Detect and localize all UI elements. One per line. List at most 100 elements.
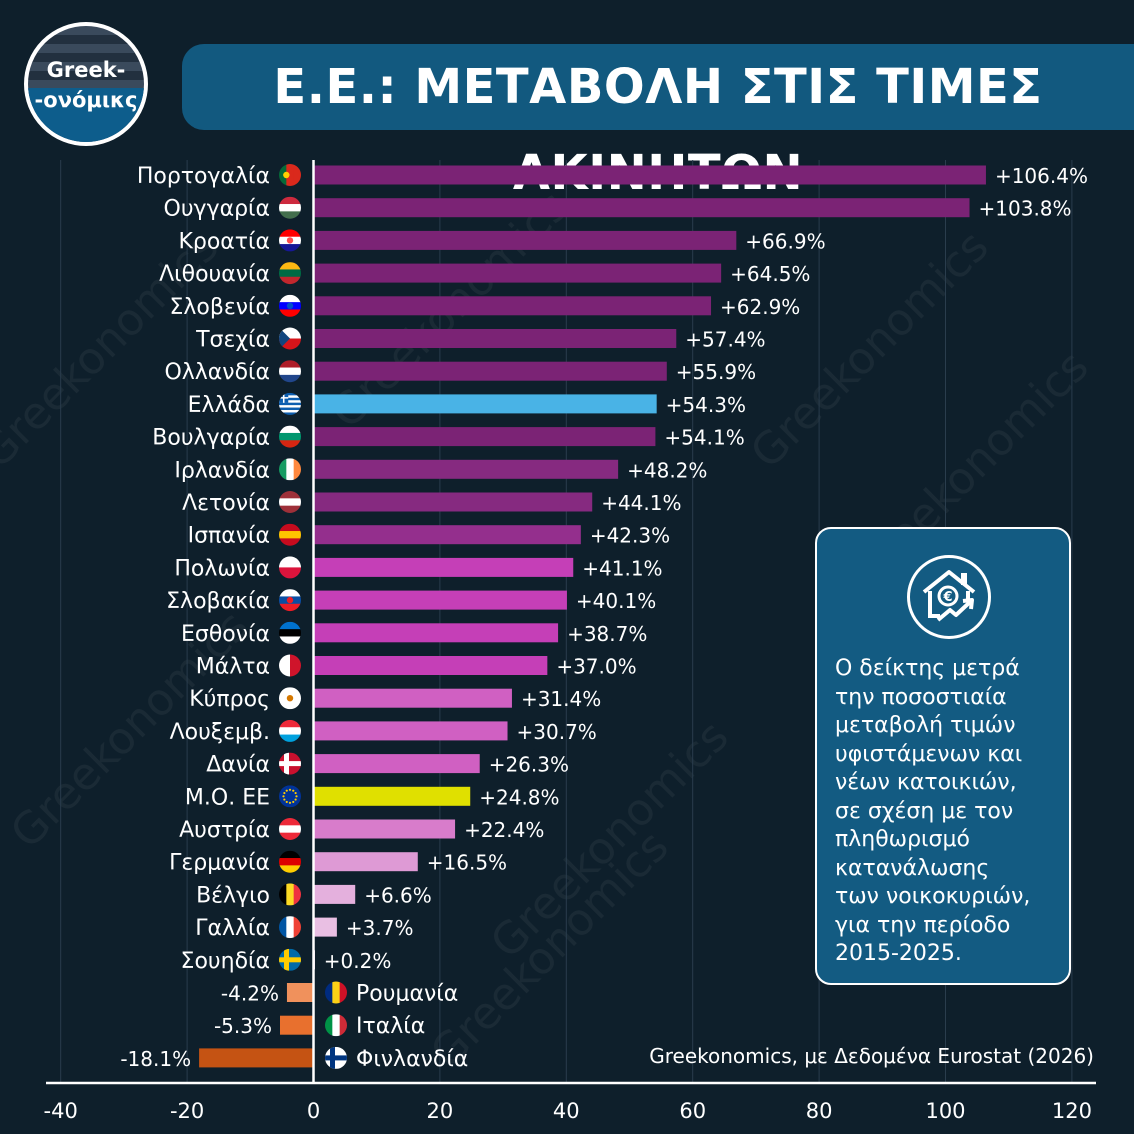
labels: Πορτογαλία +106.4% Ουγγαρία +103.8% Κροατία +… [120,164,1088,1072]
denmark-flag-icon [279,752,301,775]
category-label: Ρουμανία [356,982,458,1007]
greece-flag-icon [279,392,301,415]
value-label: +54.3% [666,393,746,417]
bar [313,852,418,872]
value-label: +26.3% [489,753,569,777]
value-label: +64.5% [730,262,810,286]
info-line: πληθωρισμό [835,827,970,852]
bar [313,721,508,741]
x-tick-label: 80 [806,1099,833,1123]
category-label: Πορτογαλία [137,164,270,189]
bar [313,394,657,414]
x-tick-label: 60 [679,1099,706,1123]
bar [313,230,737,250]
info-line: υφιστάμενων και [835,741,1023,767]
info-line: νέων κατοικιών, [835,770,1017,795]
value-label: +0.2% [324,949,392,973]
value-label: -5.3% [214,1014,272,1038]
bulgaria-flag-icon [279,425,301,448]
svg-text:€: € [942,590,952,605]
watermark-text: Greekonomics [741,221,999,479]
category-label: Εσθονία [181,622,270,647]
bar [313,361,667,381]
value-label: +62.9% [720,295,800,319]
x-tick-label: 120 [1052,1099,1092,1123]
info-line: σε σχέση με τον [835,798,1014,824]
info-line: των νοικοκυριών, [835,884,1031,909]
value-label: +55.9% [676,360,756,384]
category-label: Τσεχία [195,328,270,353]
germany-flag-icon [279,850,301,873]
bar [313,525,581,545]
italy-flag-icon [325,1014,347,1037]
hungary-flag-icon [279,196,301,219]
info-line: Ο δείκτης μετρά [835,656,1020,681]
bar [313,656,548,675]
category-label: Φινλανδία [356,1047,468,1072]
malta-flag-icon [279,654,301,677]
x-tick-label: 100 [925,1099,965,1123]
info-text: Ο δείκτης μετρά την ποσοστιαία μεταβολή … [835,655,1065,969]
logo: Greek- -ονόμικς [24,22,148,146]
finland-flag-icon [325,1046,347,1069]
category-label: Ισπανία [188,524,270,549]
estonia-flag-icon [279,621,301,644]
flags [279,164,347,1069]
category-label: Γερμανία [169,851,270,876]
bar [313,296,712,316]
category-label: Πολωνία [174,556,270,581]
value-label: -4.2% [221,982,279,1006]
bar [313,329,677,348]
x-tick-label: -40 [44,1099,78,1123]
category-label: Δανία [206,753,270,778]
category-label: Ιρλανδία [174,458,270,483]
category-label: Γαλλία [195,916,270,941]
belgium-flag-icon [279,883,301,906]
bar [313,492,593,512]
bar [280,1015,314,1035]
value-label: +22.4% [464,818,544,842]
value-label: +54.1% [664,426,744,450]
value-label: +31.4% [521,687,601,711]
value-label: +16.5% [427,851,507,875]
category-label: Ολλανδία [164,360,270,385]
info-line: την ποσοστιαία [835,684,1007,710]
bar [313,917,337,937]
bar [286,983,314,1002]
bar [313,590,567,610]
croatia-flag-icon [279,229,301,252]
portugal-flag-icon [279,164,301,186]
x-tick-label: -20 [170,1099,204,1123]
category-label: Βουλγαρία [152,426,270,451]
value-label: +42.3% [590,524,670,548]
czechia-flag-icon [279,327,301,350]
category-label: Βέλγιο [196,883,270,908]
x-tick-label: 20 [427,1099,454,1123]
value-label: +41.1% [582,556,662,580]
info-line: μεταβολή τιμών [835,713,1016,738]
bar [313,459,619,479]
logo-text-line2: -ονόμικς [34,88,138,112]
bar [313,688,512,708]
value-label: +103.8% [979,197,1072,221]
source-note: Greekonomics, με Δεδομένα Eurostat (2026… [649,1044,1094,1068]
bar [313,427,656,447]
category-label: Κροατία [178,229,270,254]
logo-text-line1: Greek- [46,58,126,82]
austria-flag-icon [279,818,301,840]
value-label: +38.7% [567,622,647,646]
info-line: 2015-2025. [835,941,962,966]
value-label: +24.8% [479,785,559,809]
category-label: Μ.Ο. ΕΕ [185,785,270,810]
value-label: +66.9% [745,229,825,253]
bar [313,754,480,774]
luxembourg-flag-icon [279,719,301,742]
lithuania-flag-icon [279,262,301,285]
value-label: +37.0% [556,655,636,679]
category-label: Σλοβενία [169,295,270,320]
sweden-flag-icon [279,948,301,971]
bar [313,884,356,904]
category-label: Κύπρος [189,687,270,712]
